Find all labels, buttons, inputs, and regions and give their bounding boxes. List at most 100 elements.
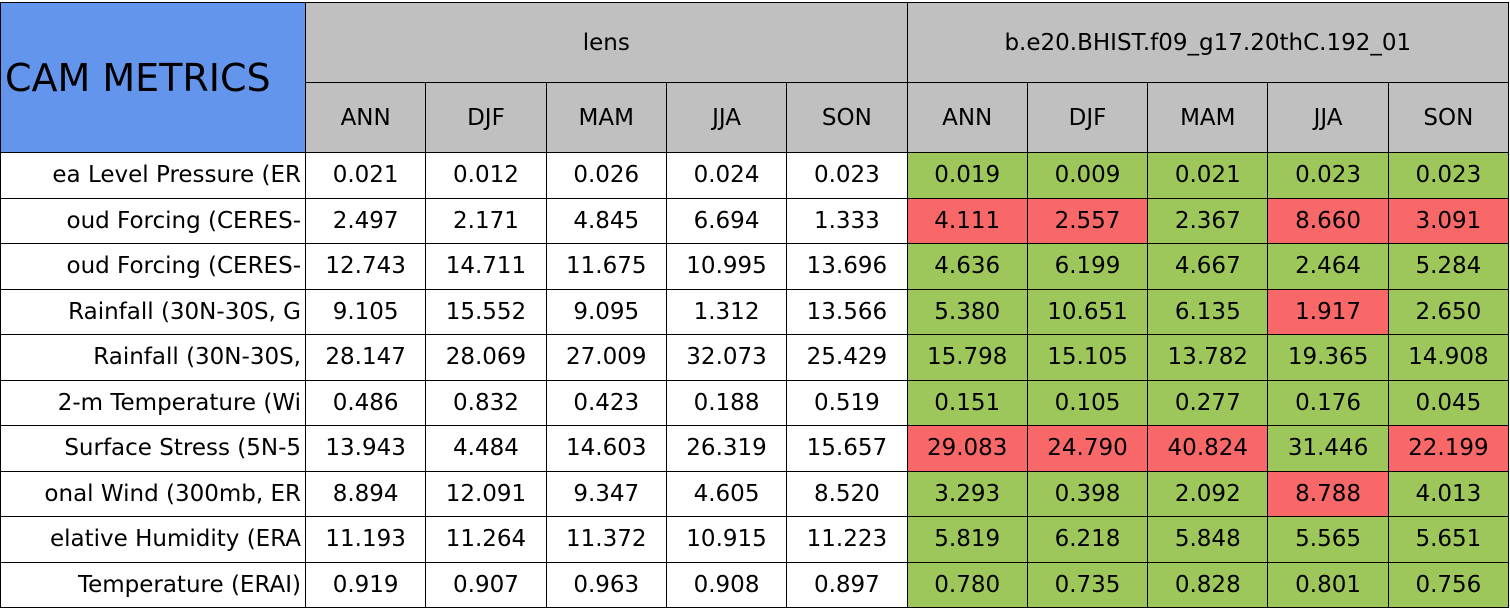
cell: 0.277 [1147, 379, 1269, 426]
cell: 31.446 [1267, 425, 1389, 472]
group-header: lens [305, 2, 908, 83]
cell: 5.848 [1147, 516, 1269, 563]
row-label: onal Wind (300mb, ER [0, 470, 306, 517]
cell: 14.603 [545, 425, 667, 472]
cell: 0.963 [545, 561, 667, 608]
cell: 0.897 [786, 561, 908, 608]
data-row: oud Forcing (CERES- 12.743 14.711 11.675 10.… [0, 243, 1510, 290]
cell: 0.919 [304, 561, 427, 608]
cell: 14.711 [425, 243, 547, 290]
cell: 8.660 [1267, 197, 1389, 244]
cell: 32.073 [665, 334, 788, 381]
table-title: CAM METRICS [0, 2, 306, 153]
cell: 0.828 [1147, 561, 1269, 608]
season-header: ANN [906, 82, 1028, 153]
cell: 12.091 [425, 470, 547, 517]
cell: 0.151 [906, 379, 1028, 426]
row-label: oud Forcing (CERES- [0, 197, 306, 244]
season-header: DJF [1026, 82, 1149, 153]
cell: 5.565 [1267, 516, 1389, 563]
cell: 8.894 [304, 470, 427, 517]
cell: 0.907 [425, 561, 547, 608]
season-row: ANN DJF MAM JJA SON ANN DJF MAM JJA SON [1, 82, 1510, 153]
data-row: oud Forcing (CERES- 2.497 2.171 4.845 6.694 1… [0, 197, 1510, 244]
cell: 1.917 [1267, 288, 1389, 335]
cell: 0.024 [665, 152, 788, 199]
cell: 4.013 [1387, 470, 1510, 517]
cell: 4.484 [425, 425, 547, 472]
row-label: ea Level Pressure (ER [0, 152, 306, 199]
season-header: MAM [545, 82, 667, 153]
cell: 24.790 [1026, 425, 1149, 472]
cell: 22.199 [1387, 425, 1510, 472]
cell: 15.798 [906, 334, 1028, 381]
group-header: b.e20.BHIST.f09_g17.20thC.192_01 [906, 2, 1510, 83]
cell: 19.365 [1267, 334, 1389, 381]
cell: 8.520 [786, 470, 908, 517]
cell: 6.199 [1026, 243, 1149, 290]
cell: 10.651 [1026, 288, 1149, 335]
cell: 25.429 [786, 334, 908, 381]
cell: 0.398 [1026, 470, 1149, 517]
data-row: 2-m Temperature (Wi 0.486 0.832 0.423 0.188 0… [0, 379, 1510, 426]
cell: 40.824 [1147, 425, 1269, 472]
cell: 0.021 [1147, 152, 1269, 199]
cell: 0.756 [1387, 561, 1510, 608]
cell: 0.780 [906, 561, 1028, 608]
cell: 15.105 [1026, 334, 1149, 381]
row-label: elative Humidity (ERA [0, 516, 306, 563]
cell: 0.188 [665, 379, 788, 426]
cell: 9.347 [545, 470, 667, 517]
data-row: onal Wind (300mb, ER 8.894 12.091 9.347 4.60… [0, 470, 1510, 517]
cell: 6.135 [1147, 288, 1269, 335]
cell: 3.091 [1387, 197, 1510, 244]
cell: 4.111 [906, 197, 1028, 244]
cell: 0.026 [545, 152, 667, 199]
cell: 0.801 [1267, 561, 1389, 608]
header-row: CAM METRICS lens b.e20.BHIST.f09_g17.20thC… [0, 2, 1510, 153]
cell: 4.667 [1147, 243, 1269, 290]
data-row: Rainfall (30N-30S, 28.147 28.069 27.009 32.0… [0, 334, 1510, 381]
cell: 13.566 [786, 288, 908, 335]
cell: 12.743 [304, 243, 427, 290]
season-header: JJA [1267, 82, 1389, 153]
cell: 2.092 [1147, 470, 1269, 517]
cell: 8.788 [1267, 470, 1389, 517]
cell: 11.193 [304, 516, 427, 563]
cell: 0.735 [1026, 561, 1149, 608]
cell: 2.171 [425, 197, 547, 244]
cell: 10.915 [665, 516, 788, 563]
cell: 0.021 [304, 152, 427, 199]
cell: 0.105 [1026, 379, 1149, 426]
cell: 2.557 [1026, 197, 1149, 244]
row-label: 2-m Temperature (Wi [0, 379, 306, 426]
cell: 1.333 [786, 197, 908, 244]
season-header: DJF [425, 82, 547, 153]
season-header: JJA [665, 82, 788, 153]
cell: 0.019 [906, 152, 1028, 199]
cell: 28.069 [425, 334, 547, 381]
cell: 9.105 [304, 288, 427, 335]
cell: 0.423 [545, 379, 667, 426]
cell: 5.284 [1387, 243, 1510, 290]
cell: 26.319 [665, 425, 788, 472]
cell: 13.782 [1147, 334, 1269, 381]
cell: 2.650 [1387, 288, 1510, 335]
row-label: Rainfall (30N-30S, [0, 334, 306, 381]
cell: 0.908 [665, 561, 788, 608]
cell: 15.657 [786, 425, 908, 472]
cell: 13.943 [304, 425, 427, 472]
cell: 0.045 [1387, 379, 1510, 426]
row-label: Temperature (ERAI) [0, 561, 306, 608]
data-row: elative Humidity (ERA 11.193 11.264 11.372 1… [0, 516, 1510, 563]
season-header: MAM [1147, 82, 1269, 153]
cell: 27.009 [545, 334, 667, 381]
cell: 0.023 [786, 152, 908, 199]
cell: 9.095 [545, 288, 667, 335]
cell: 11.264 [425, 516, 547, 563]
cell: 2.464 [1267, 243, 1389, 290]
cell: 5.819 [906, 516, 1028, 563]
cell: 2.367 [1147, 197, 1269, 244]
